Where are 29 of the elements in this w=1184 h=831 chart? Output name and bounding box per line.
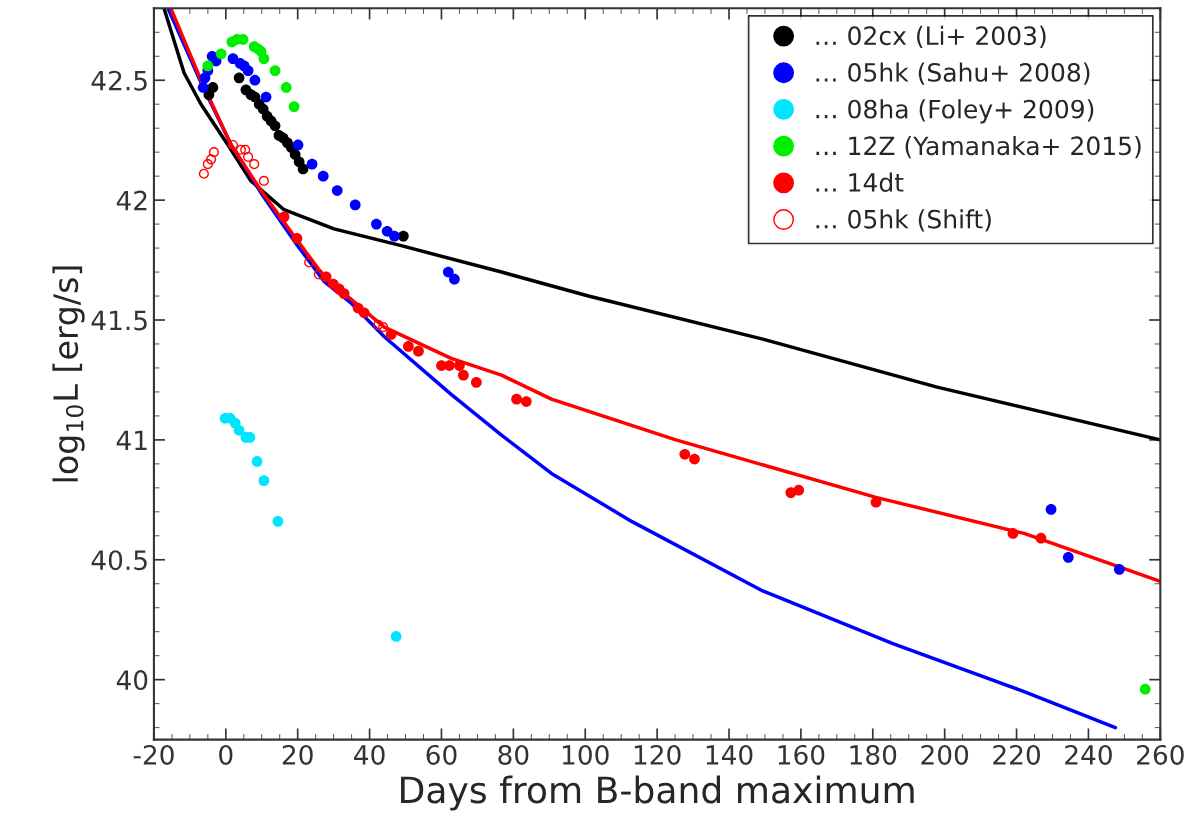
x-tick-label: 140 <box>706 744 753 765</box>
y-tick-label: 41 <box>116 430 147 450</box>
legend-label: … 05hk (Sahu+ 2008) <box>816 62 1090 85</box>
x-tick-label: 60 <box>426 744 457 765</box>
x-tick-label: 260 <box>1137 744 1184 765</box>
x-tick-label: 120 <box>634 744 681 765</box>
x-axis-title: Days from B-band maximum <box>401 775 914 811</box>
x-tick-label: 80 <box>498 744 529 765</box>
y-tick-label: 42.5 <box>91 70 147 91</box>
y-axis-title: log$_{10}$L [erg/s] <box>52 266 85 482</box>
legend-label: … 05hk (Shift) <box>816 209 991 232</box>
y-tick-label: 40.5 <box>91 550 147 571</box>
x-tick-label: 240 <box>1065 744 1112 765</box>
x-tick-label: -20 <box>133 744 174 765</box>
legend-label: … 12Z (Yamanaka+ 2015) <box>816 135 1141 159</box>
legend-label: … 02cx (Li+ 2003) <box>816 25 1046 49</box>
legend-label: … 08ha (Foley+ 2009) <box>816 99 1094 124</box>
x-tick-label: 0 <box>219 744 233 765</box>
x-tick-label: 220 <box>993 744 1040 765</box>
x-tick-label: 20 <box>282 744 313 765</box>
x-tick-label: 160 <box>778 744 825 765</box>
y-tick-label: 42 <box>116 190 147 211</box>
y-tick-label: 40 <box>116 670 148 691</box>
x-tick-label: 40 <box>354 744 385 765</box>
x-tick-label: 180 <box>850 744 897 765</box>
legend-label: … 14dt <box>816 172 904 192</box>
x-tick-label: 100 <box>562 744 609 765</box>
y-tick-label: 41.5 <box>91 310 147 331</box>
x-tick-label: 200 <box>921 744 969 765</box>
